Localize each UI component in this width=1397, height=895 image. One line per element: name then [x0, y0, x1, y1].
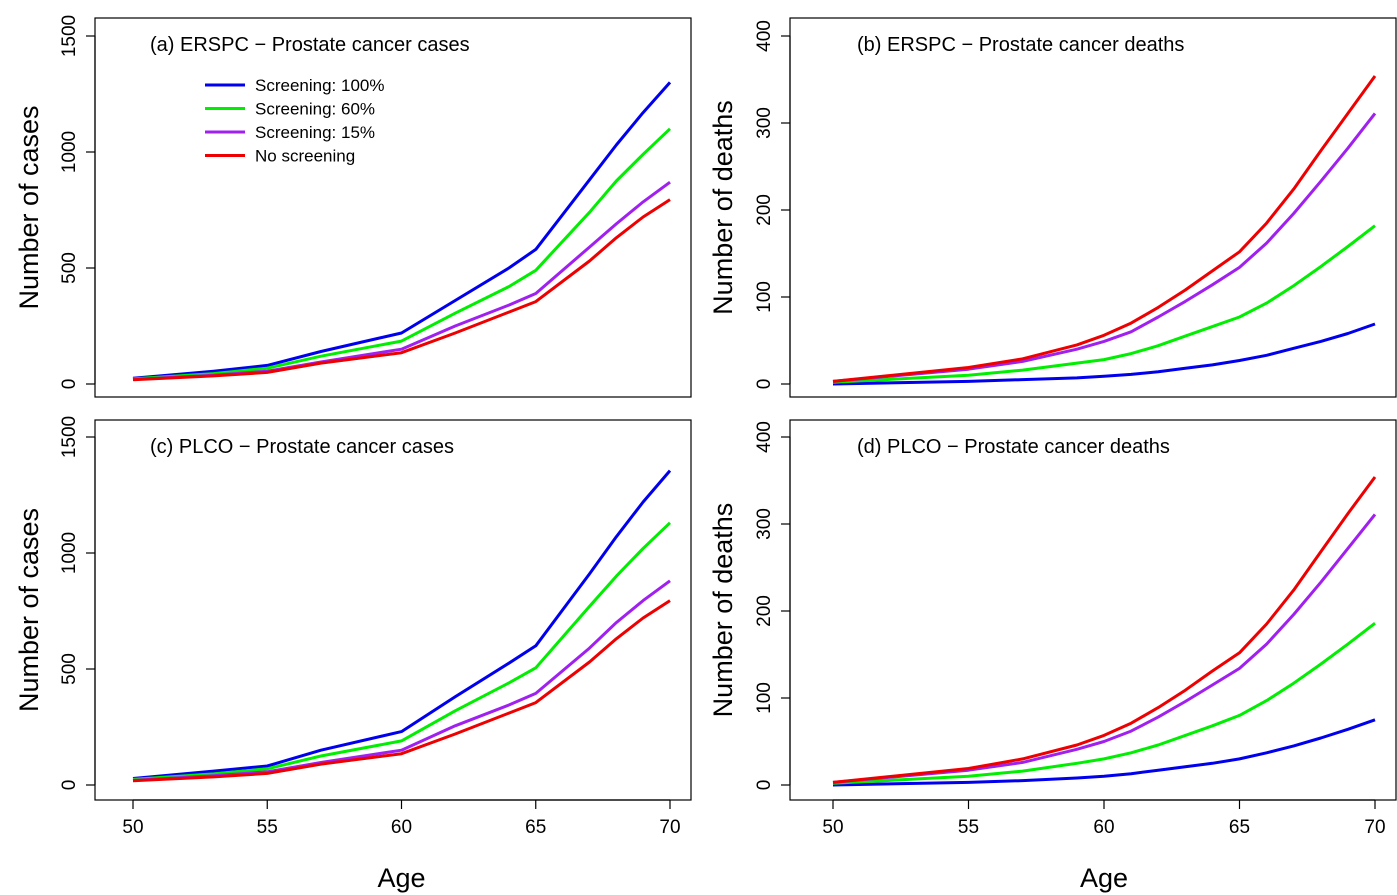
series-line-4 — [132, 198, 671, 382]
y-axis-label: Number of cases — [14, 508, 44, 712]
y-tick-label: 200 — [754, 194, 775, 226]
y-axis: 0 100 200 300 400 — [754, 421, 791, 791]
y-axis: 0 500 1000 1500 — [59, 15, 96, 390]
y-tick-label: 1500 — [59, 416, 80, 458]
series-line-1 — [132, 469, 672, 780]
y-tick-label: 200 — [754, 595, 775, 627]
y-tick-label: 300 — [754, 508, 775, 540]
x-axis: 50 55 60 65 70 — [822, 799, 1386, 838]
panel-4: 0 100 200 300 400 Number of deaths 50 55 60 65 70 A… — [708, 419, 1397, 893]
y-tick-label: 100 — [754, 281, 775, 313]
legend-label: Screening: 60% — [255, 100, 375, 119]
series-line-1 — [832, 322, 1376, 386]
x-tick-label: 70 — [659, 817, 680, 838]
panel-3: 0 500 1000 1500 Number of cases 50 55 60 65 70 Age… — [14, 416, 692, 893]
series-line-4 — [132, 599, 671, 783]
series-line-3 — [132, 579, 671, 782]
y-tick-label: 400 — [754, 421, 775, 453]
series-line-2 — [832, 224, 1376, 384]
legend-label: Screening: 15% — [255, 123, 375, 142]
x-axis-label: Age — [1080, 863, 1128, 893]
y-tick-label: 100 — [754, 682, 775, 714]
legend-label: Screening: 100% — [255, 76, 384, 95]
series-line-3 — [832, 513, 1377, 784]
x-tick-label: 55 — [958, 817, 979, 838]
panel-title: (a) ERSPC − Prostate cancer cases — [150, 34, 470, 56]
legend-label: No screening — [255, 147, 355, 166]
series-line-3 — [832, 112, 1377, 383]
y-tick-label: 500 — [59, 653, 80, 685]
series-line-2 — [832, 622, 1376, 785]
series-line-2 — [132, 521, 672, 781]
y-axis-label: Number of deaths — [708, 503, 738, 718]
panel-title: (c) PLCO − Prostate cancer cases — [150, 436, 454, 458]
y-tick-label: 1500 — [59, 15, 80, 57]
series-line-4 — [832, 75, 1377, 383]
x-axis-label: Age — [377, 863, 425, 893]
x-axis: 50 55 60 65 70 — [122, 799, 681, 838]
series-line-2 — [132, 127, 672, 381]
y-tick-label: 1000 — [59, 532, 80, 574]
series-line-1 — [832, 718, 1376, 787]
x-tick-label: 65 — [1229, 817, 1250, 838]
x-tick-label: 60 — [391, 817, 412, 838]
y-axis-label: Number of cases — [14, 105, 44, 309]
y-axis: 0 100 200 300 400 — [754, 20, 791, 390]
plot-frame — [94, 17, 692, 398]
y-tick-label: 0 — [754, 780, 775, 791]
x-tick-label: 50 — [122, 817, 143, 838]
x-tick-label: 50 — [822, 817, 843, 838]
x-tick-label: 60 — [1093, 817, 1114, 838]
y-tick-label: 1000 — [59, 131, 80, 173]
x-tick-label: 65 — [525, 817, 546, 838]
y-tick-label: 400 — [754, 20, 775, 52]
panel-2: 0 100 200 300 400 Number of deaths (b) ERSPC −… — [708, 17, 1397, 398]
y-tick-label: 500 — [59, 252, 80, 284]
series-line-1 — [132, 81, 672, 380]
y-tick-label: 0 — [59, 780, 80, 791]
y-tick-label: 0 — [59, 379, 80, 390]
y-tick-label: 0 — [754, 379, 775, 390]
y-axis: 0 500 1000 1500 — [59, 416, 96, 791]
panel-title: (b) ERSPC − Prostate cancer deaths — [857, 34, 1184, 56]
x-tick-label: 55 — [257, 817, 278, 838]
panel-title: (d) PLCO − Prostate cancer deaths — [857, 436, 1170, 458]
series-line-4 — [832, 476, 1377, 784]
x-tick-label: 70 — [1364, 817, 1385, 838]
legend: Screening: 100% Screening: 60% Screening: … — [205, 76, 384, 166]
y-tick-label: 300 — [754, 107, 775, 139]
y-axis-label: Number of deaths — [708, 100, 738, 315]
panel-1: 0 500 1000 1500 Number of cases (a) ERSPC − P… — [14, 15, 692, 398]
